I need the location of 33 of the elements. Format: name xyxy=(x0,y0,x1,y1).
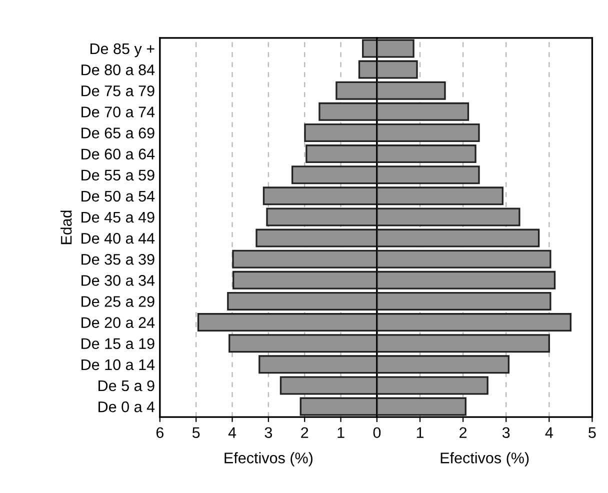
y-tick-label: De 15 a 19 xyxy=(82,338,154,350)
y-tick-label: De 80 a 84 xyxy=(82,64,155,76)
x-axis-title: Efectivos (%) xyxy=(224,452,312,466)
x-tick-label: 0 xyxy=(373,427,381,438)
y-tick-label: De 70 a 74 xyxy=(82,106,155,118)
x-tick-label: 6 xyxy=(156,427,164,438)
x-axis-title: Efectivos (%) xyxy=(440,452,529,466)
y-axis-title: Edad xyxy=(60,210,72,244)
y-tick-label: De 25 a 29 xyxy=(82,296,154,307)
y-tick-label: De 65 a 69 xyxy=(82,128,154,138)
y-tick-label: De 55 a 59 xyxy=(82,170,154,181)
x-tick-label: 3 xyxy=(264,427,272,438)
x-tick-label: 1 xyxy=(338,427,344,438)
x-tick-label: 4 xyxy=(545,427,553,438)
y-tick-label: De 5 a 9 xyxy=(98,380,154,392)
y-tick-label: De 20 a 24 xyxy=(82,317,155,328)
x-tick-label: 1 xyxy=(416,427,424,438)
x-tick-label: 3 xyxy=(502,427,510,438)
y-tick-label: De 30 a 34 xyxy=(82,275,155,286)
y-tick-label: De 10 a 14 xyxy=(82,359,155,370)
x-tick-label: 4 xyxy=(228,427,236,438)
y-tick-label: De 40 a 44 xyxy=(82,232,155,244)
y-tick-label: De 85 y + xyxy=(90,43,154,58)
y-tick-label: De 0 a 4 xyxy=(98,401,155,412)
y-tick-label: De 50 a 54 xyxy=(82,190,155,202)
x-tick-label: 2 xyxy=(460,427,467,438)
y-tick-label: De 60 a 64 xyxy=(82,148,155,160)
y-tick-label: De 35 a 39 xyxy=(82,254,154,265)
x-tick-label: 2 xyxy=(301,427,308,438)
y-tick-label: De 75 a 79 xyxy=(82,85,154,96)
x-tick-label: 5 xyxy=(192,427,200,438)
x-tick-label: 5 xyxy=(588,427,596,438)
y-tick-label: De 45 a 49 xyxy=(82,212,154,223)
